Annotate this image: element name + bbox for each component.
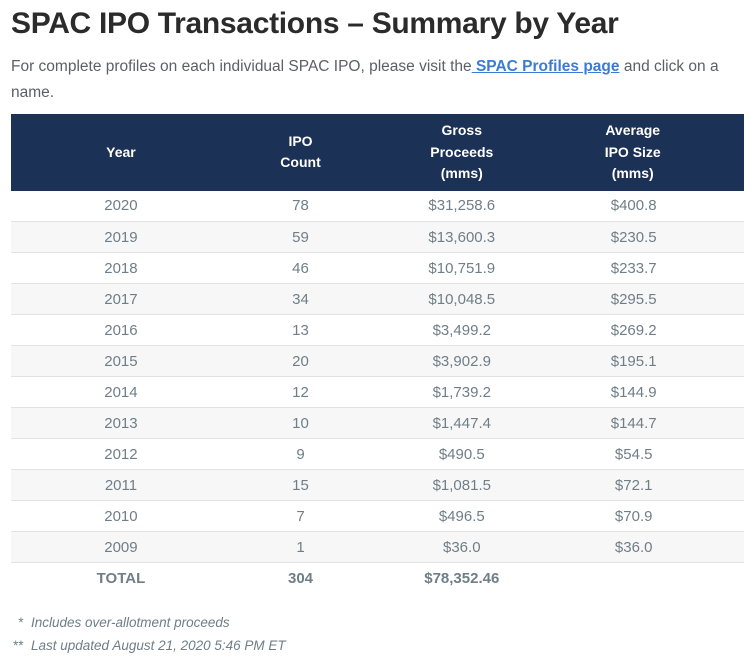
avg-ipo-size-cell: $230.5 (610, 228, 657, 246)
total-gross-proceeds-cell: $78,352.46 (424, 570, 500, 588)
table-footer: TOTAL 304 $78,352.46 (11, 562, 744, 595)
avg-ipo-size-cell: $269.2 (610, 321, 657, 339)
ipo-count-cell: 13 (292, 321, 309, 339)
ipo-count-cell: 12 (292, 383, 309, 401)
column-header-avg-ipo-size: Average IPO Size (mms) (553, 114, 744, 191)
intro-before-link: For complete profiles on each individual… (11, 58, 472, 75)
column-header-line: Count (280, 154, 321, 171)
avg-ipo-size-cell: $295.5 (610, 290, 657, 308)
year-cell: 2016 (104, 321, 138, 339)
gross-proceeds-cell: $10,751.9 (428, 259, 496, 277)
column-header-line: (mms) (440, 165, 483, 181)
table-row-2013: 2013 10 $1,447.4 $144.7 (11, 407, 744, 439)
avg-ipo-size-cell: $195.1 (610, 352, 657, 370)
footnote-1: * Includes over-allotment proceeds (11, 611, 744, 634)
gross-proceeds-cell: $3,499.2 (432, 321, 491, 339)
year-cell: 2011 (104, 476, 138, 494)
table-row-2020: 2020 78 $31,258.6 $400.8 (11, 191, 744, 222)
year-cell: 2013 (104, 414, 138, 432)
gross-proceeds-cell: $31,258.6 (428, 197, 496, 215)
avg-ipo-size-cell: $400.8 (610, 197, 657, 215)
column-header-line: IPO Size (604, 143, 661, 160)
year-cell: 2019 (104, 228, 138, 246)
footnote-text: Last updated August 21, 2020 5:46 PM ET (31, 637, 286, 653)
intro-after-link: and click on a name. (11, 58, 719, 101)
gross-proceeds-cell: $490.5 (438, 445, 485, 463)
gross-proceeds-cell: $1,739.2 (432, 383, 491, 401)
column-header-line: Gross (441, 122, 483, 138)
table-row-2015: 2015 20 $3,902.9 $195.1 (11, 345, 744, 377)
table-body: 2020 78 $31,258.6 $400.8 2019 59 $13,600.3 $230… (11, 191, 744, 563)
table-row-2017: 2017 34 $10,048.5 $295.5 (11, 283, 744, 315)
ipo-count-cell: 1 (296, 538, 305, 556)
ipo-count-cell: 7 (296, 507, 305, 525)
total-year-cell: TOTAL (96, 570, 146, 588)
total-ipo-count-cell: 304 (288, 570, 314, 588)
ipo-count-cell: 78 (292, 197, 309, 215)
avg-ipo-size-cell: $144.7 (610, 414, 657, 432)
ipo-count-cell: 46 (292, 259, 309, 277)
column-header-line: IPO (288, 132, 313, 149)
year-cell: 2018 (104, 259, 138, 277)
footnote-mark: ** (12, 637, 23, 653)
avg-ipo-size-cell: $54.5 (614, 445, 653, 463)
footnote-text: Includes over-allotment proceeds (31, 614, 230, 630)
ipo-count-cell: 20 (292, 352, 309, 370)
table-row-2009: 2009 1 $36.0 $36.0 (11, 531, 744, 563)
avg-ipo-size-cell: $72.1 (614, 476, 653, 494)
total-row: TOTAL 304 $78,352.46 (11, 562, 744, 595)
footnotes: * Includes over-allotment proceeds ** Last … (11, 611, 744, 657)
table-header: Year IPO Count Gross Proceeds (mms) Average IPO… (11, 114, 744, 191)
gross-proceeds-cell: $10,048.5 (428, 290, 496, 308)
column-header-line: Year (106, 143, 136, 160)
ipo-count-cell: 10 (292, 414, 309, 432)
ipo-count-cell: 15 (292, 476, 309, 494)
table-row-2011: 2011 15 $1,081.5 $72.1 (11, 469, 744, 501)
column-header-line: Average (605, 122, 661, 138)
gross-proceeds-cell: $496.5 (438, 507, 485, 525)
year-cell: 2009 (104, 538, 138, 556)
table-row-2010: 2010 7 $496.5 $70.9 (11, 500, 744, 532)
spac-profiles-link[interactable]: SPAC Profiles page (471, 58, 620, 75)
table-row-2012: 2012 9 $490.5 $54.5 (11, 438, 744, 470)
gross-proceeds-cell: $13,600.3 (428, 228, 496, 246)
column-header-ipo-count: IPO Count (230, 114, 371, 191)
table-header-row: Year IPO Count Gross Proceeds (mms) Average IPO… (11, 114, 744, 191)
page-title: SPAC IPO Transactions – Summary by Year (11, 7, 619, 40)
column-header-line: Proceeds (430, 143, 494, 160)
avg-ipo-size-cell: $70.9 (614, 507, 653, 525)
column-header-line: (mms) (611, 165, 654, 181)
table-row-2019: 2019 59 $13,600.3 $230.5 (11, 221, 744, 253)
table-row-2014: 2014 12 $1,739.2 $144.9 (11, 376, 744, 408)
gross-proceeds-cell: $36.0 (443, 538, 481, 556)
avg-ipo-size-cell: $144.9 (610, 383, 657, 401)
gross-proceeds-cell: $1,081.5 (432, 476, 491, 494)
column-header-year: Year (11, 114, 231, 191)
ipo-count-cell: 9 (296, 445, 305, 463)
avg-ipo-size-cell: $36.0 (614, 538, 653, 556)
column-header-gross-proceeds: Gross Proceeds (mms) (370, 114, 554, 191)
avg-ipo-size-cell: $233.7 (610, 259, 657, 277)
year-cell: 2010 (104, 507, 138, 525)
ipo-count-cell: 59 (292, 228, 309, 246)
year-cell: 2015 (104, 352, 138, 370)
footnote-2: ** Last updated August 21, 2020 5:46 PM E… (11, 634, 744, 657)
ipo-count-cell: 34 (292, 290, 309, 308)
gross-proceeds-cell: $3,902.9 (432, 352, 491, 370)
table-row-2016: 2016 13 $3,499.2 $269.2 (11, 314, 744, 346)
year-cell: 2014 (104, 383, 138, 401)
table-row-2018: 2018 46 $10,751.9 $233.7 (11, 252, 744, 284)
spac-summary-table: Year IPO Count Gross Proceeds (mms) Average IPO… (11, 114, 744, 595)
total-avg-ipo-size-cell (553, 563, 744, 595)
year-cell: 2020 (104, 197, 138, 215)
footnote-mark: * (17, 614, 23, 630)
year-cell: 2017 (104, 290, 138, 308)
intro-text: For complete profiles on each individual… (11, 54, 744, 106)
year-cell: 2012 (104, 445, 138, 463)
gross-proceeds-cell: $1,447.4 (432, 414, 491, 432)
